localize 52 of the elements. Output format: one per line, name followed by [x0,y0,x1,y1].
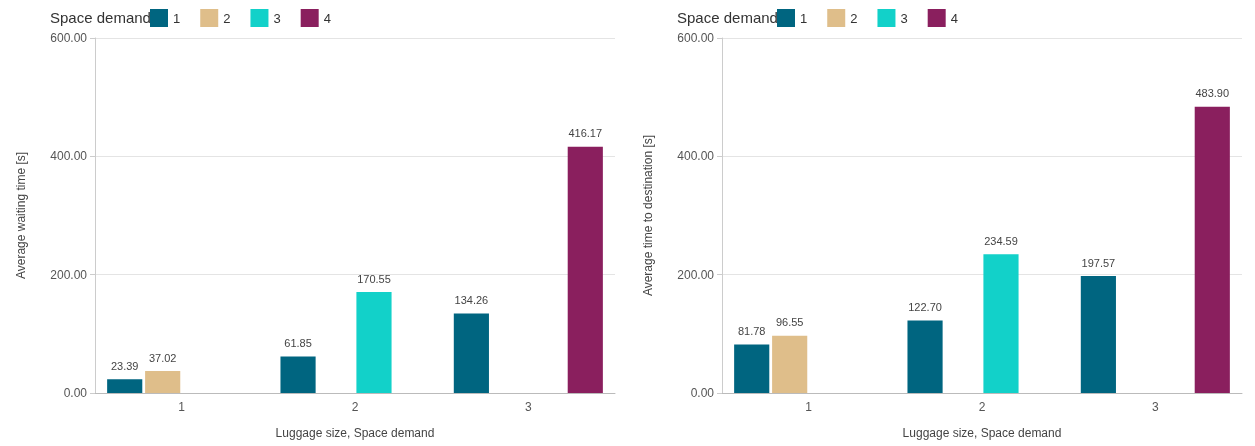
x-tick-label: 2 [978,400,986,414]
data-label: 234.59 [984,234,1018,247]
bar [983,254,1019,393]
x-axis-title: Luggage size, Space demand [275,426,435,440]
data-label: 81.78 [737,325,766,338]
y-tick-label: 200.00 [50,267,88,282]
data-label: 122.70 [908,300,942,313]
x-tick-label: 1 [805,400,813,414]
data-label: 197.57 [1081,256,1116,269]
data-label: 23.39 [110,359,139,372]
legend-label: 2 [850,10,858,26]
bar [356,292,392,393]
y-tick-label: 0.00 [63,386,88,400]
y-tick-label: 600.00 [50,31,88,45]
x-axis-title: Luggage size, Space demand [902,426,1062,440]
bar [453,313,489,393]
data-label: 96.55 [775,316,804,329]
x-tick-label: 2 [351,400,359,414]
y-tick-label: 200.00 [677,267,715,282]
data-label: 416.17 [568,127,603,140]
bar [734,344,770,393]
x-tick-label: 1 [178,400,186,414]
data-label: 37.02 [148,351,177,364]
legend-title: Space demand [677,9,778,26]
bar [280,356,316,393]
bar [567,146,603,393]
x-tick-label: 3 [524,400,532,414]
y-tick-label: 0.00 [690,386,715,400]
legend-label: 1 [800,10,808,26]
y-tick-label: 400.00 [50,149,88,164]
bar [772,335,808,393]
y-axis-title: Average time to destination [s] [641,134,655,297]
legend-label: 1 [173,10,181,26]
bar [1080,276,1116,393]
legend-label: 3 [900,10,908,26]
data-label: 134.26 [454,294,489,307]
legend-label: 2 [223,10,231,26]
data-label: 170.55 [357,272,391,285]
bar [907,320,943,393]
y-axis-title: Average waiting time [s] [14,151,28,280]
bar [1194,106,1230,393]
bar [107,379,143,393]
y-tick-label: 600.00 [677,31,715,45]
data-label: 61.85 [284,336,312,349]
legend-label: 4 [950,10,958,26]
legend-label: 4 [323,10,331,26]
y-tick-label: 400.00 [677,149,715,164]
x-tick-label: 3 [1151,400,1159,414]
data-label: 483.90 [1195,87,1230,100]
legend-label: 3 [273,10,281,26]
legend-title: Space demand [50,9,151,26]
bar [145,371,181,393]
